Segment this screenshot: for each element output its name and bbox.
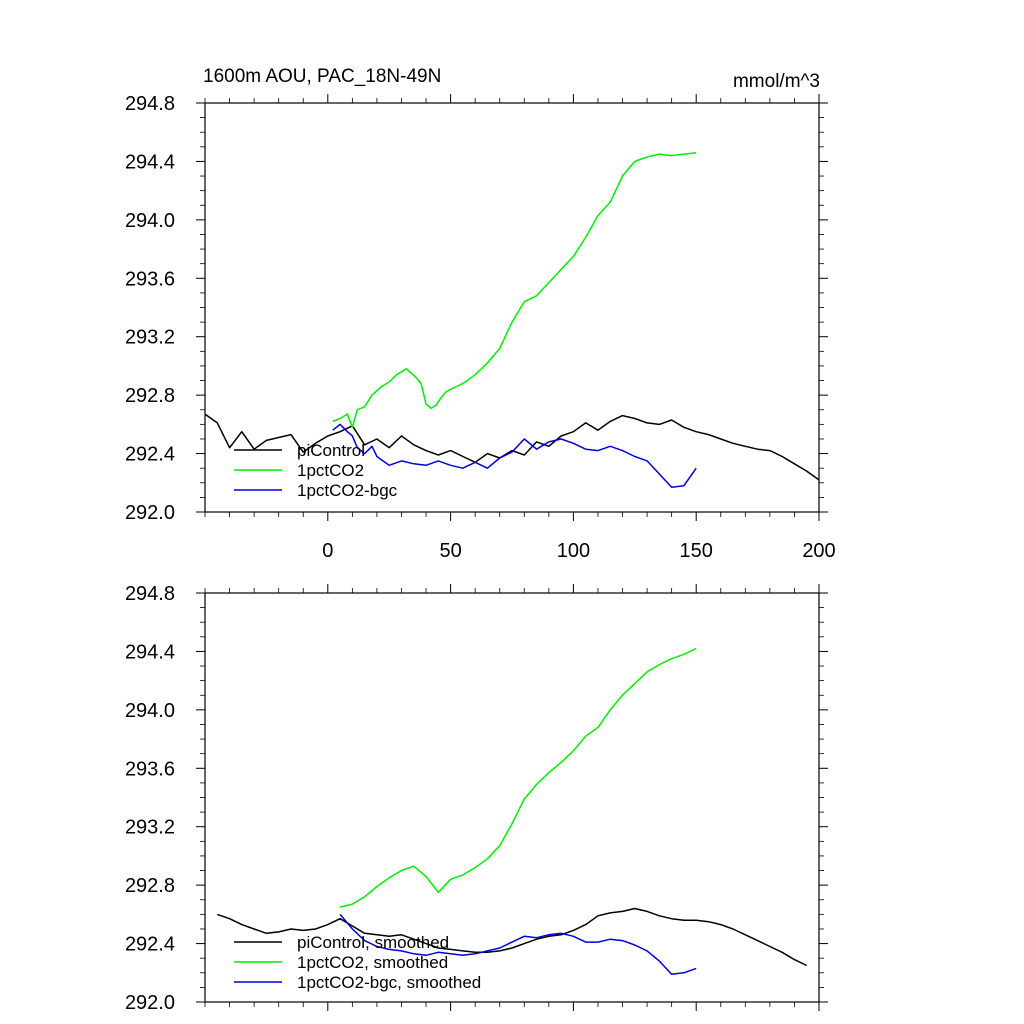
y-tick-label: 293.6 [125, 758, 175, 780]
y-tick-label: 294.0 [125, 210, 175, 232]
legend-label-picontrol: piControl [297, 441, 365, 460]
panel-raw: 1600m AOU, PAC_18N-49N mmol/m^3 292.0292… [125, 66, 836, 562]
legend-label-picontrol-smoothed: piControl, smoothed [297, 933, 449, 952]
series-line-1pctco2-smoothed [339, 647, 697, 908]
units-label: mmol/m^3 [733, 71, 820, 92]
y-tick-labels: 292.0 292.4 292.8 293.2 293.6 294.0 294.4 294.8 [125, 93, 175, 524]
chart-title: 1600m AOU, PAC_18N-49N [203, 66, 441, 87]
y-tick-label: 294.0 [125, 700, 175, 722]
series-line-picontrol [204, 413, 820, 481]
tick-marks [196, 584, 828, 1011]
y-tick-label: 292.8 [125, 385, 175, 407]
series-line-1pctco2-bgc-smoothed [339, 913, 697, 975]
y-tick-label: 294.8 [125, 583, 175, 605]
series-line-1pctco2 [332, 151, 697, 429]
legend-label-1pctco2: 1pctCO2 [297, 461, 364, 480]
x-tick-label: 200 [802, 540, 835, 562]
legend-label-1pctco2-bgc-smoothed: 1pctCO2-bgc, smoothed [297, 973, 481, 992]
x-tick-labels: 0 50 100 150 200 [322, 540, 835, 562]
x-tick-label: 50 [439, 540, 461, 562]
legend-label-1pctco2-smoothed: 1pctCO2, smoothed [297, 953, 448, 972]
y-tick-labels: 292.0 292.4 292.8 293.2 293.6 294.0 294.4 294.8 [125, 583, 175, 1014]
y-tick-label: 292.4 [125, 934, 175, 956]
x-tick-label: 100 [557, 540, 590, 562]
legend-label-1pctco2-bgc: 1pctCO2-bgc [297, 481, 398, 500]
x-tick-label: 150 [680, 540, 713, 562]
series-lines [217, 647, 808, 975]
y-tick-label: 293.2 [125, 817, 175, 839]
y-tick-label: 294.8 [125, 93, 175, 115]
panel-smoothed: 292.0 292.4 292.8 293.2 293.6 294.0 294.4 294.8… [125, 583, 828, 1014]
y-tick-label: 292.0 [125, 502, 175, 524]
series-lines [204, 151, 820, 488]
y-tick-label: 292.0 [125, 992, 175, 1014]
y-tick-label: 292.4 [125, 444, 175, 466]
y-tick-label: 292.8 [125, 875, 175, 897]
tick-marks [196, 94, 828, 521]
x-tick-label: 0 [322, 540, 333, 562]
y-tick-label: 294.4 [125, 641, 175, 663]
y-tick-label: 293.2 [125, 327, 175, 349]
series-line-picontrol-smoothed [217, 907, 808, 967]
y-tick-label: 294.4 [125, 151, 175, 173]
series-line-1pctco2-bgc [332, 423, 697, 488]
y-tick-label: 293.6 [125, 268, 175, 290]
